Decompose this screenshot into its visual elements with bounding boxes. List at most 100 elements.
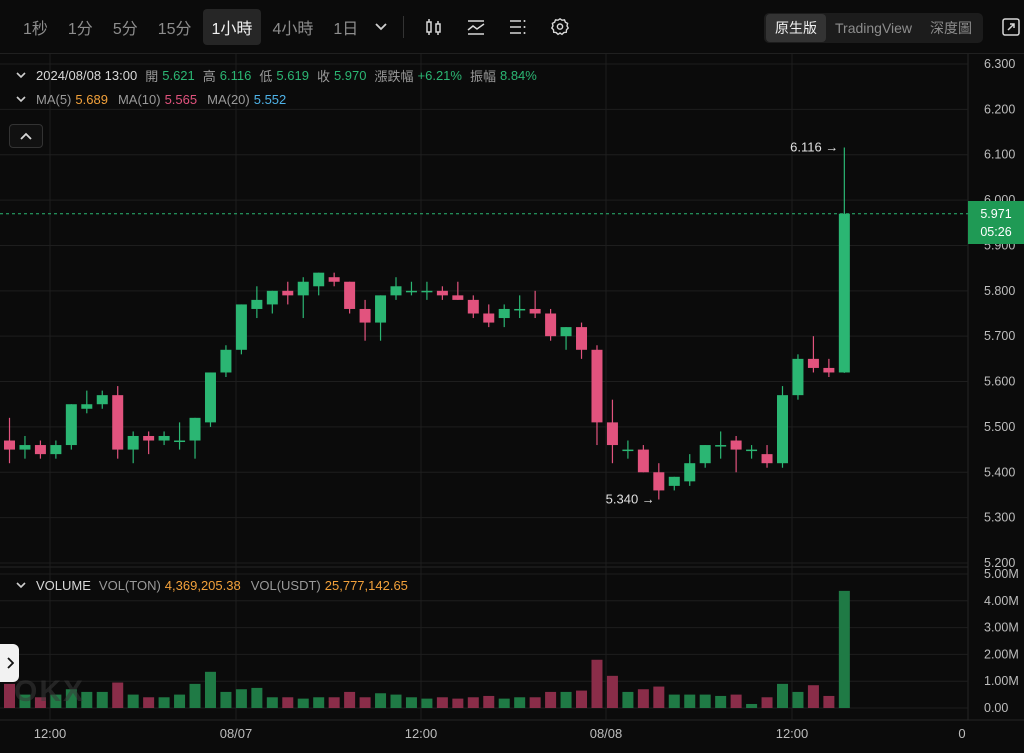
settings-gear-icon[interactable] xyxy=(542,11,578,43)
timeframe-1m[interactable]: 1分 xyxy=(67,20,93,38)
volume-bar xyxy=(498,698,510,708)
volume-bar xyxy=(807,685,819,708)
low-value: 5.619 xyxy=(276,68,309,83)
candle-up xyxy=(297,281,309,296)
timeframe-1h[interactable]: 1小時 xyxy=(202,8,262,45)
candle-up xyxy=(50,445,62,455)
indicators-icon[interactable] xyxy=(458,11,494,43)
candle-down xyxy=(637,449,649,473)
volume-bar xyxy=(684,694,696,708)
close-value: 5.970 xyxy=(333,68,367,83)
volume-bar xyxy=(668,694,680,708)
price-tick-label: 5.200 xyxy=(984,556,1015,570)
time-tick-label: 0 xyxy=(958,726,965,741)
candle-up xyxy=(251,299,263,309)
candle-up xyxy=(81,404,93,409)
volume-bar xyxy=(251,687,263,708)
volume-bar xyxy=(375,693,387,708)
volume-bar xyxy=(699,694,711,708)
drawing-tools-icon[interactable] xyxy=(500,11,536,43)
volume-bar xyxy=(50,694,62,708)
volume-bars-layer xyxy=(4,590,850,708)
chart-grid xyxy=(0,54,1024,721)
price-tick-label: 5.600 xyxy=(984,375,1015,389)
timeframe-1s[interactable]: 1秒 xyxy=(23,20,48,38)
candle-up xyxy=(405,290,417,293)
time-tick-label: 12:00 xyxy=(34,726,67,741)
candle-down xyxy=(328,277,340,282)
volume-bar xyxy=(467,697,479,708)
volume-tick-label: 1.00M xyxy=(984,674,1019,688)
candle-up xyxy=(375,295,387,323)
ohlc-legend: 2024/08/08 13:00 開 5.621 高 6.116 低 5.619… xyxy=(16,66,545,85)
volume-bar xyxy=(359,697,371,708)
current-price-value: 5.971 xyxy=(980,206,1012,221)
volume-bar xyxy=(529,697,541,708)
change-label: 漲跌幅 xyxy=(374,69,414,84)
candle-up xyxy=(65,404,77,446)
timeframe-5m[interactable]: 5分 xyxy=(112,20,138,38)
side-panel-toggle-chevron-right-icon[interactable] xyxy=(0,644,19,682)
volume-bar xyxy=(792,691,804,708)
collapse-legend-chevron-up-icon[interactable] xyxy=(9,124,43,148)
open-value: 5.621 xyxy=(162,68,195,83)
candles-layer xyxy=(0,147,968,500)
candle-up xyxy=(746,449,758,452)
amplitude-label: 振幅 xyxy=(469,69,496,84)
candle-type-icon[interactable] xyxy=(416,11,452,43)
candle-up xyxy=(127,435,139,450)
ohlc-legend-toggle-chevron-icon[interactable] xyxy=(16,70,30,82)
timeframe-more-chevron-down-icon[interactable] xyxy=(369,15,393,39)
timeframe-15m[interactable]: 15分 xyxy=(157,20,192,38)
volume-bar xyxy=(4,683,15,708)
view-switcher: 原生版 TradingView 深度圖 xyxy=(764,13,984,43)
candle-up xyxy=(235,304,247,350)
candle-down xyxy=(452,295,464,300)
candle-up xyxy=(777,395,788,464)
price-tick-label: 5.700 xyxy=(984,329,1015,343)
volume-bar xyxy=(405,697,417,708)
view-native[interactable]: 原生版 xyxy=(766,14,826,42)
ma-legend-toggle-chevron-icon[interactable] xyxy=(16,94,30,106)
fullscreen-expand-icon[interactable] xyxy=(1000,16,1022,38)
view-depth-chart[interactable]: 深度圖 xyxy=(930,20,973,36)
candle-down xyxy=(483,313,495,323)
price-tick-label: 6.200 xyxy=(984,102,1015,116)
time-tick-label: 08/07 xyxy=(220,726,253,741)
volume-bar xyxy=(436,697,448,708)
vol-ton-label: VOL(TON) xyxy=(98,578,161,593)
volume-bar xyxy=(174,694,186,708)
ma5-label: MA(5) xyxy=(36,92,72,107)
candle-up xyxy=(684,463,696,482)
candle-up xyxy=(313,272,325,287)
amplitude-value: 8.84% xyxy=(499,68,537,83)
volume-bar xyxy=(390,694,402,708)
candle-up xyxy=(668,476,680,486)
candle-down xyxy=(143,435,155,441)
candle-down xyxy=(807,358,819,368)
ma10-value: 5.565 xyxy=(164,92,198,107)
volume-legend-toggle-chevron-icon[interactable] xyxy=(16,580,30,592)
volume-bar xyxy=(34,697,46,708)
candle-up xyxy=(220,349,232,373)
current-price-label: 5.971 05:26 xyxy=(968,201,1024,244)
volume-bar xyxy=(297,698,309,708)
ma-legend: MA(5) 5.689 MA(10) 5.565 MA(20) 5.552 xyxy=(16,92,296,107)
candle-up xyxy=(390,286,402,296)
volume-bar xyxy=(545,691,557,708)
volume-bar xyxy=(96,691,108,708)
ma20-label: MA(20) xyxy=(207,92,250,107)
time-tick-label: 08/08 xyxy=(590,726,623,741)
view-tradingview[interactable]: TradingView xyxy=(835,20,913,36)
volume-bar xyxy=(127,694,139,708)
volume-bar xyxy=(730,694,742,708)
vol-usdt-label: VOL(USDT) xyxy=(250,578,321,593)
high-annotation: 6.116 → xyxy=(790,139,838,154)
timeframe-4h[interactable]: 4小時 xyxy=(272,20,314,38)
timeframe-1d[interactable]: 1日 xyxy=(333,20,359,38)
ma5-value: 5.689 xyxy=(75,92,108,107)
price-tick-label: 5.300 xyxy=(984,511,1015,525)
candle-down xyxy=(436,290,448,296)
price-tick-label: 5.800 xyxy=(984,284,1015,298)
